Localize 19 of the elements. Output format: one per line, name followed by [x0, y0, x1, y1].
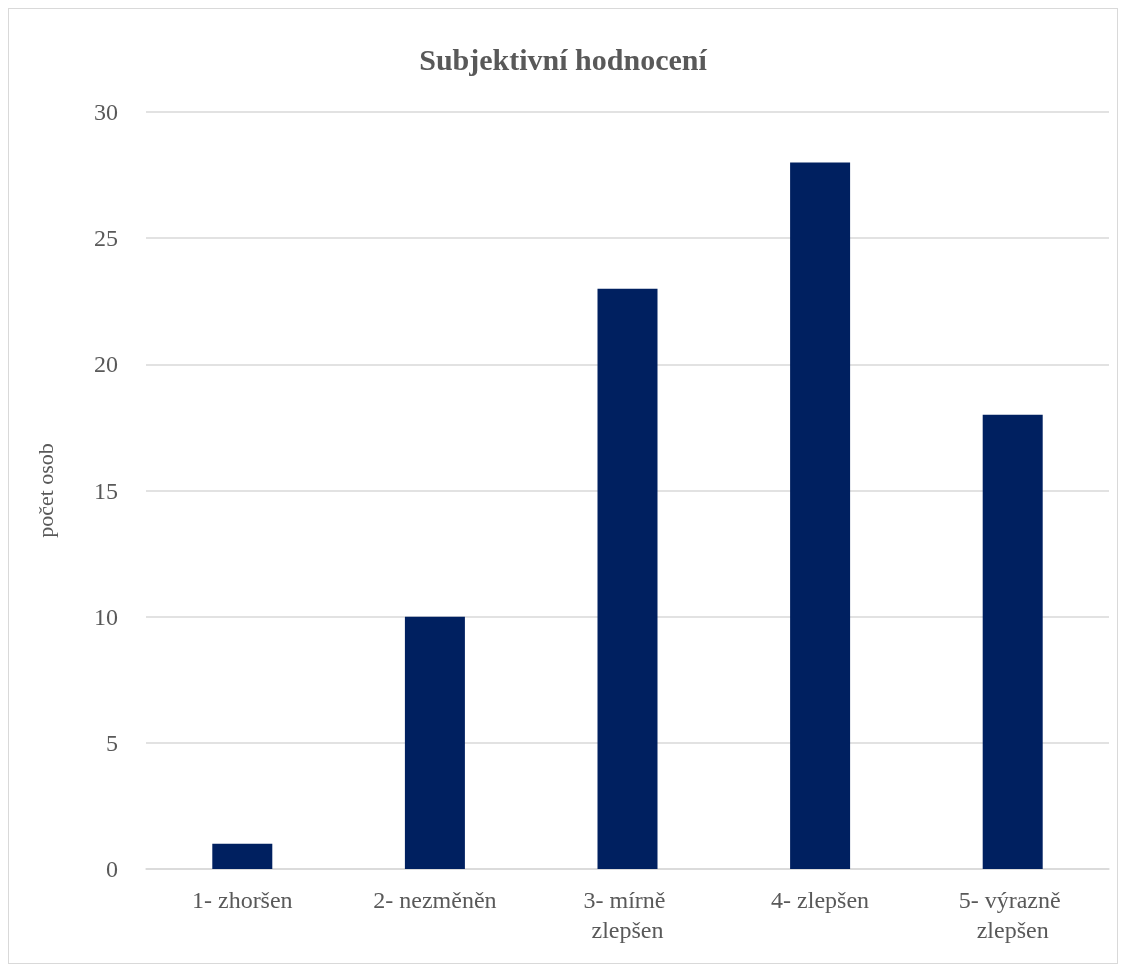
- y-tick-label: 30: [94, 99, 118, 125]
- y-axis-title: počet osob: [32, 443, 58, 538]
- y-tick-label: 15: [94, 477, 118, 504]
- bar: [982, 414, 1043, 869]
- y-tick-label: 0: [106, 856, 118, 882]
- bar: [212, 843, 273, 869]
- x-tick-label: 1- zhoršen: [191, 887, 293, 913]
- y-tick-label: 25: [94, 225, 118, 252]
- x-tick-label: 5- výrazně zlepšen: [958, 887, 1067, 943]
- x-tick-label: 2- nezměněn: [373, 887, 497, 913]
- y-tick-label: 10: [94, 603, 118, 630]
- chart-title: Subjektivní hodnocení: [419, 42, 708, 76]
- bar: [404, 616, 465, 869]
- bar: [790, 162, 851, 869]
- y-tick-label: 5: [106, 729, 118, 756]
- x-tick-label: 3- mírně zlepšen: [583, 887, 672, 943]
- y-tick-label: 20: [94, 351, 118, 378]
- bar: [597, 288, 658, 869]
- x-tick-label: 4- zlepšen: [771, 887, 870, 913]
